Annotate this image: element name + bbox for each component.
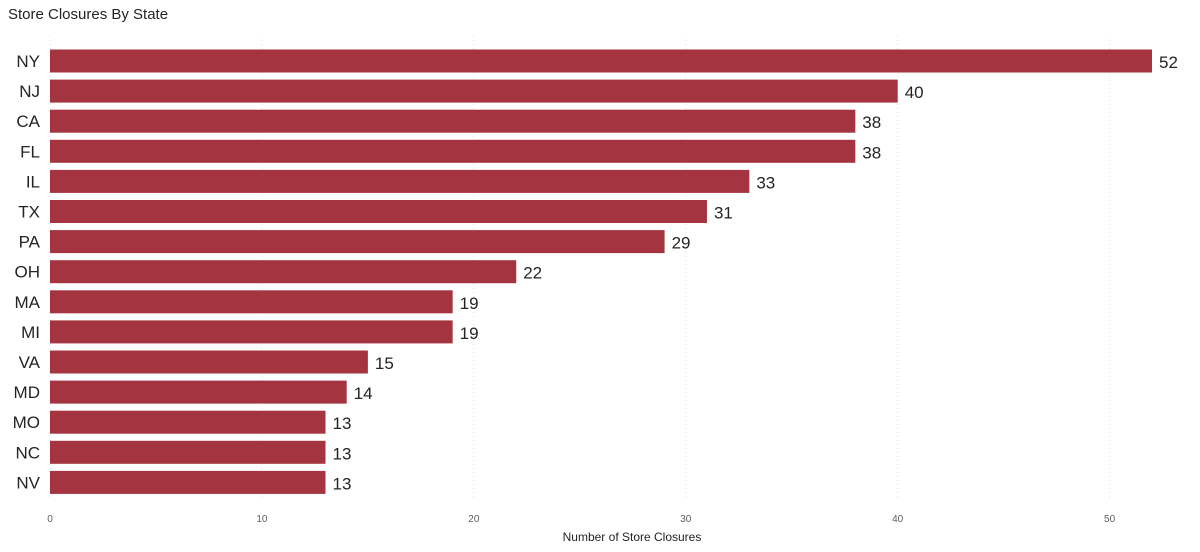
x-tick-label: 20 bbox=[468, 514, 480, 525]
x-tick-label: 30 bbox=[680, 514, 692, 525]
data-label: 31 bbox=[714, 204, 733, 223]
bar[interactable] bbox=[50, 109, 856, 133]
data-label: 52 bbox=[1159, 53, 1178, 72]
data-label: 19 bbox=[460, 294, 479, 313]
data-label: 13 bbox=[333, 444, 352, 463]
category-label: OH bbox=[15, 263, 41, 282]
data-label: 33 bbox=[756, 173, 775, 192]
data-label: 13 bbox=[333, 414, 352, 433]
bar[interactable] bbox=[50, 230, 665, 254]
bars bbox=[50, 49, 1152, 494]
category-label: TX bbox=[18, 203, 40, 222]
bar[interactable] bbox=[50, 260, 517, 284]
bar[interactable] bbox=[50, 169, 750, 193]
bar[interactable] bbox=[50, 380, 347, 404]
category-label: NY bbox=[16, 52, 40, 71]
category-label: MD bbox=[14, 383, 40, 402]
category-label: FL bbox=[20, 142, 40, 161]
bar[interactable] bbox=[50, 470, 326, 494]
bar[interactable] bbox=[50, 350, 368, 374]
data-label: 15 bbox=[375, 354, 394, 373]
x-axis-title: Number of Store Closures bbox=[563, 530, 702, 544]
category-label: NV bbox=[16, 473, 40, 492]
bar[interactable] bbox=[50, 320, 453, 344]
bar[interactable] bbox=[50, 290, 453, 314]
category-label: CA bbox=[16, 112, 40, 131]
category-label: MI bbox=[21, 323, 40, 342]
category-label: VA bbox=[19, 353, 41, 372]
bar[interactable] bbox=[50, 440, 326, 464]
category-labels: NY NJ CA FL IL TX PA OH MA MI VA MD MO NC NV bbox=[13, 52, 41, 492]
data-label: 19 bbox=[460, 324, 479, 343]
category-label: NJ bbox=[19, 82, 40, 101]
bar[interactable] bbox=[50, 200, 707, 223]
x-tick-label: 10 bbox=[256, 514, 268, 525]
data-label: 13 bbox=[333, 474, 352, 493]
data-label: 40 bbox=[905, 83, 924, 102]
x-tick-label: 0 bbox=[47, 514, 53, 525]
data-label: 29 bbox=[672, 234, 691, 253]
data-label: 22 bbox=[523, 264, 542, 283]
category-label: NC bbox=[15, 443, 40, 462]
data-label: 38 bbox=[862, 143, 881, 162]
category-label: MA bbox=[15, 293, 41, 312]
x-axis-ticks: 0 10 20 30 40 50 bbox=[47, 514, 1115, 525]
chart-title: Store Closures By State bbox=[8, 6, 169, 23]
data-label: 14 bbox=[354, 384, 373, 403]
bar[interactable] bbox=[50, 79, 898, 103]
bar[interactable] bbox=[50, 49, 1152, 73]
category-label: MO bbox=[13, 413, 40, 432]
category-label: PA bbox=[19, 233, 41, 252]
bar[interactable] bbox=[50, 410, 326, 434]
x-tick-label: 50 bbox=[1104, 514, 1116, 525]
data-label: 38 bbox=[862, 113, 881, 132]
bar[interactable] bbox=[50, 139, 856, 163]
x-tick-label: 40 bbox=[892, 514, 904, 525]
category-label: IL bbox=[26, 172, 40, 191]
